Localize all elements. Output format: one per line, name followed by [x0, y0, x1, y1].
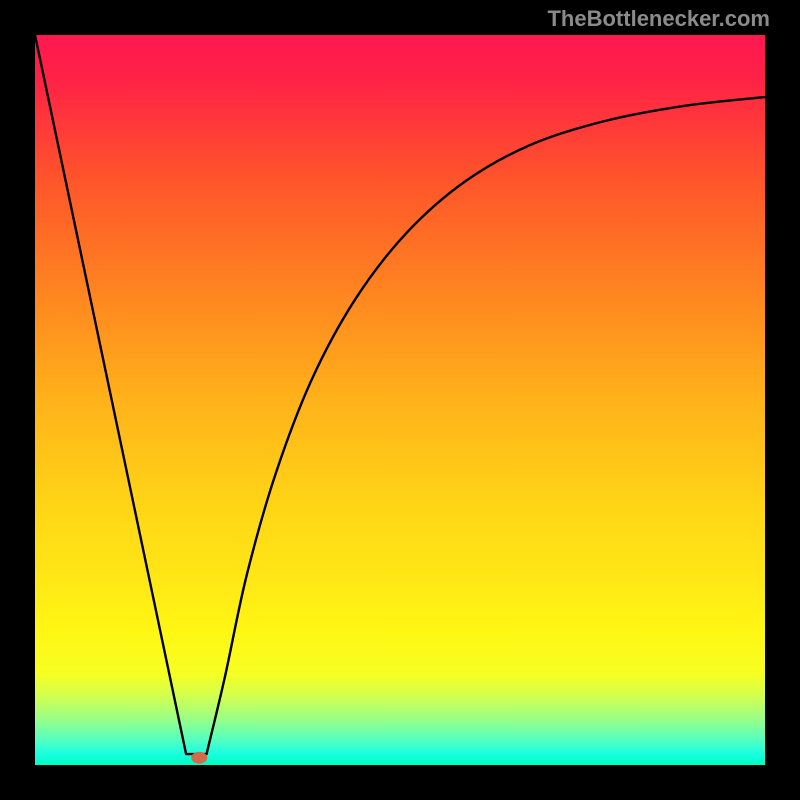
current-point-marker [191, 752, 207, 764]
watermark-text: TheBottlenecker.com [547, 6, 770, 32]
gradient-background [35, 35, 765, 765]
plot-area [35, 35, 765, 765]
plot-svg [35, 35, 765, 765]
chart-stage: TheBottlenecker.com [0, 0, 800, 800]
